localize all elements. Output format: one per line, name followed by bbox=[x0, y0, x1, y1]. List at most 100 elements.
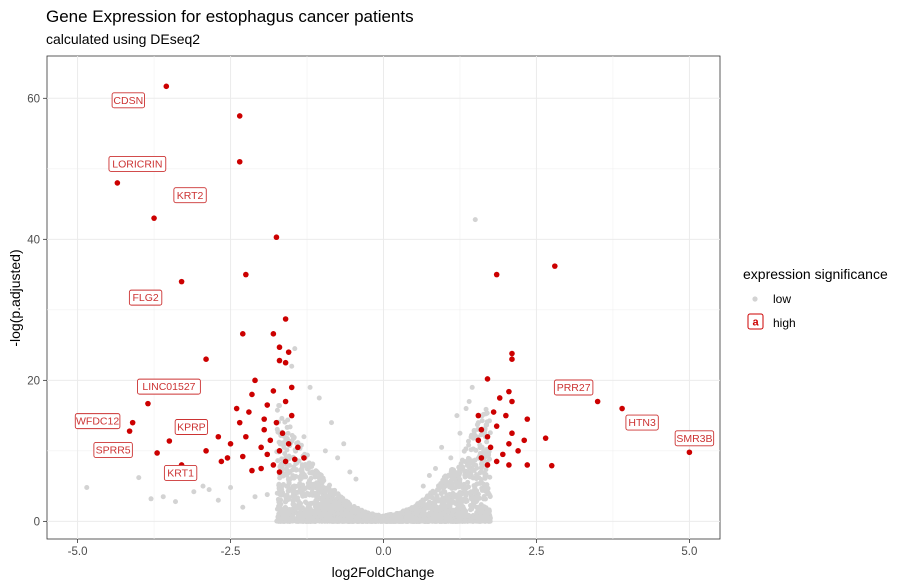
data-point-low bbox=[172, 499, 178, 505]
data-point-high bbox=[288, 384, 295, 391]
data-point-high bbox=[506, 462, 512, 468]
data-point-high bbox=[249, 467, 255, 474]
gene-label: SMR3B bbox=[676, 433, 712, 445]
data-point-low bbox=[291, 434, 297, 440]
data-point-low bbox=[485, 491, 491, 497]
data-point-low bbox=[451, 507, 457, 513]
y-tick-label: 40 bbox=[27, 234, 40, 246]
data-point-low bbox=[475, 516, 481, 522]
data-point-low bbox=[228, 485, 234, 491]
data-point-low bbox=[440, 495, 446, 501]
data-point-high bbox=[273, 419, 280, 426]
data-point-low bbox=[325, 488, 331, 494]
y-tick-label: 20 bbox=[27, 375, 40, 387]
data-point-low bbox=[446, 484, 452, 490]
data-point-low bbox=[282, 451, 288, 457]
data-point-high bbox=[276, 357, 283, 364]
legend-label-low: low bbox=[773, 292, 791, 306]
data-point-low bbox=[456, 503, 462, 509]
data-point-low bbox=[444, 515, 450, 521]
data-point-low bbox=[283, 499, 289, 505]
data-point-low bbox=[315, 486, 321, 492]
data-point-low bbox=[387, 512, 393, 518]
data-point-low bbox=[441, 510, 447, 516]
data-point-low bbox=[449, 467, 455, 473]
data-point-high bbox=[279, 430, 286, 437]
data-point-high bbox=[224, 455, 231, 461]
data-point-low bbox=[481, 504, 487, 510]
data-point-low bbox=[344, 504, 350, 510]
data-point-low bbox=[434, 493, 440, 499]
data-point-high bbox=[503, 412, 509, 419]
data-point-high bbox=[258, 465, 264, 472]
data-point-low bbox=[276, 487, 282, 493]
data-point-low bbox=[423, 496, 429, 502]
data-point-low bbox=[363, 518, 369, 524]
data-point-high bbox=[239, 453, 246, 460]
data-point-low bbox=[461, 448, 467, 454]
data-point-low bbox=[360, 508, 366, 514]
data-point-low bbox=[472, 217, 478, 223]
data-point-low bbox=[397, 511, 403, 517]
data-point-high bbox=[478, 426, 485, 433]
data-point-low bbox=[285, 430, 291, 436]
data-point-low bbox=[301, 434, 307, 440]
data-point-low bbox=[487, 430, 493, 436]
data-point-high bbox=[493, 458, 500, 465]
data-point-low bbox=[336, 506, 342, 512]
data-point-low bbox=[450, 490, 456, 496]
y-tick-label: 60 bbox=[27, 93, 40, 105]
data-point-low bbox=[317, 518, 323, 524]
data-point-low bbox=[487, 456, 493, 462]
legend-key-high bbox=[747, 313, 764, 330]
data-point-low bbox=[481, 470, 487, 476]
data-point-low bbox=[206, 487, 212, 493]
data-point-low bbox=[468, 496, 474, 502]
data-point-low bbox=[302, 499, 308, 505]
data-point-low bbox=[306, 464, 312, 470]
data-point-low bbox=[466, 464, 472, 470]
chart-title: Gene Expression for estophagus cancer pa… bbox=[46, 7, 414, 26]
gene-label-box bbox=[625, 414, 659, 431]
data-point-high bbox=[524, 462, 531, 468]
data-point-low bbox=[406, 516, 412, 522]
data-point-low bbox=[300, 462, 306, 468]
data-point-low bbox=[281, 515, 287, 521]
data-point-low bbox=[291, 501, 297, 507]
data-point-high bbox=[270, 331, 277, 337]
data-point-low bbox=[461, 506, 467, 512]
data-point-low bbox=[324, 518, 330, 524]
data-point-high bbox=[484, 462, 491, 468]
data-point-high bbox=[236, 158, 243, 165]
data-point-low bbox=[291, 483, 297, 489]
data-point-low bbox=[366, 515, 372, 521]
data-point-low bbox=[280, 442, 286, 448]
x-tick-label: -5.0 bbox=[68, 546, 88, 558]
data-point-low bbox=[384, 518, 390, 524]
gene-label-box bbox=[553, 379, 594, 396]
data-point-high bbox=[487, 444, 494, 451]
data-point-low bbox=[448, 473, 454, 479]
data-point-high bbox=[145, 400, 151, 407]
data-point-low bbox=[452, 476, 458, 482]
data-point-low bbox=[322, 448, 328, 454]
data-point-low bbox=[462, 518, 468, 524]
data-point-high bbox=[484, 433, 491, 440]
gene-label: HTN3 bbox=[628, 417, 656, 429]
data-point-low bbox=[283, 437, 289, 443]
legend-key-low bbox=[752, 296, 758, 302]
data-point-low bbox=[433, 465, 439, 471]
data-point-low bbox=[466, 399, 472, 405]
data-point-low bbox=[290, 490, 296, 496]
x-tick-label: -2.5 bbox=[221, 546, 241, 558]
data-point-low bbox=[447, 503, 453, 509]
data-point-low bbox=[470, 435, 476, 441]
data-point-low bbox=[341, 518, 347, 524]
data-point-low bbox=[435, 498, 441, 504]
data-point-low bbox=[264, 492, 270, 498]
data-point-low bbox=[460, 466, 466, 472]
data-point-low bbox=[302, 486, 308, 492]
data-point-low bbox=[438, 503, 444, 509]
data-point-low bbox=[310, 485, 316, 491]
